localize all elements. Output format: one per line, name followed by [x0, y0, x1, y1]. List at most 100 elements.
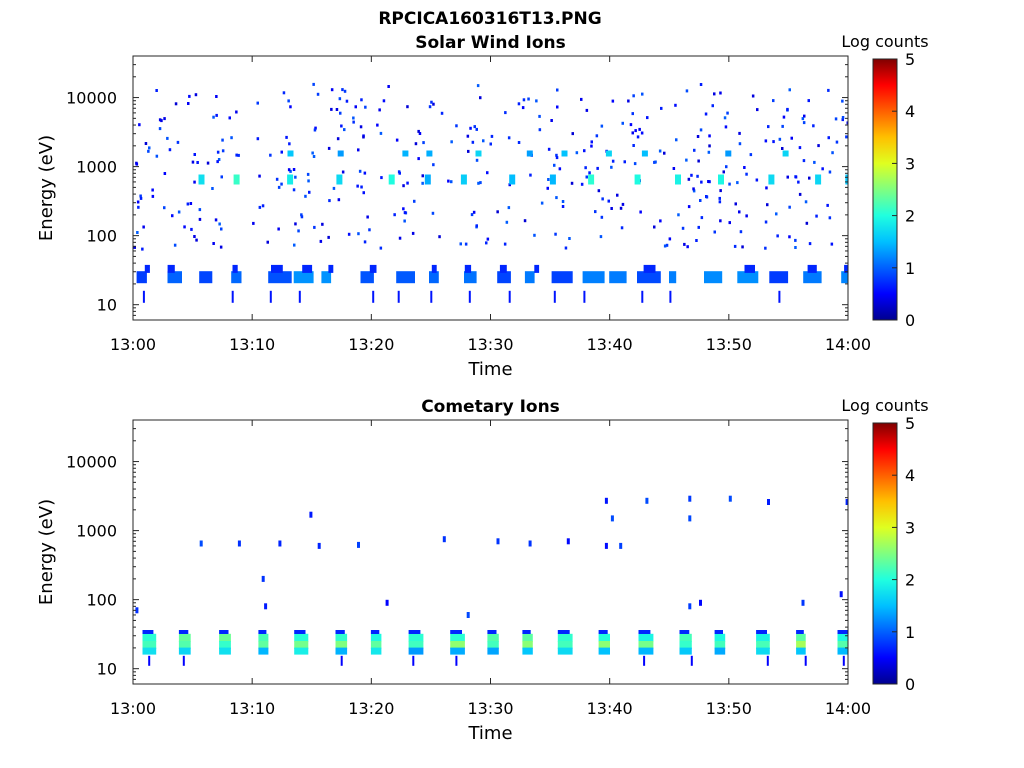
heatmap-cell — [845, 135, 848, 139]
heatmap-cell — [738, 131, 741, 135]
heatmap-cell — [595, 134, 599, 138]
heatmap-cell — [193, 180, 196, 184]
heatmap-cell — [288, 142, 291, 146]
heatmap-cell — [619, 206, 623, 210]
heatmap-cell — [594, 210, 597, 214]
heatmap-cell — [220, 227, 223, 231]
colorbar-label: Log counts — [841, 396, 928, 415]
heatmap-cell — [508, 290, 511, 303]
heatmap-cell — [306, 172, 310, 176]
heatmap-cell — [719, 91, 722, 95]
heatmap-cell — [627, 99, 630, 103]
heatmap-cell — [402, 207, 405, 211]
heatmap-cell — [808, 176, 811, 180]
heatmap-cell — [688, 495, 692, 502]
heatmap-cell — [801, 117, 805, 121]
x-tick-label: 14:00 — [825, 699, 871, 718]
heatmap-cell — [147, 149, 150, 153]
heatmap-cell — [403, 211, 407, 215]
heatmap-cell — [645, 497, 649, 504]
heatmap-cell — [827, 136, 830, 140]
heatmap-cell — [679, 647, 692, 655]
heatmap-cell — [198, 217, 202, 221]
heatmap-cell — [497, 271, 511, 284]
heatmap-cell — [166, 136, 169, 140]
heatmap-cell — [398, 236, 402, 240]
heatmap-cell — [547, 178, 550, 181]
heatmap-cell — [672, 167, 676, 170]
heatmap-cell — [540, 201, 544, 205]
heatmap-cell — [534, 264, 540, 273]
heatmap-cell — [233, 174, 240, 185]
y-tick-label: 10000 — [66, 453, 117, 472]
heatmap-cell — [551, 271, 573, 284]
heatmap-cell — [266, 240, 269, 244]
heatmap-cell — [764, 220, 768, 224]
heatmap-cell — [219, 647, 231, 655]
heatmap-cell — [135, 607, 139, 614]
heatmap-cell — [522, 630, 531, 634]
heatmap-cell — [790, 136, 793, 140]
heatmap-cell — [764, 246, 767, 250]
heatmap-cell — [725, 150, 732, 157]
heatmap-cell — [393, 213, 396, 217]
heatmap-cell — [632, 94, 635, 98]
heatmap-cell — [764, 139, 768, 143]
heatmap-cell — [357, 541, 360, 548]
heatmap-cell — [464, 242, 468, 246]
heatmap-cell — [215, 95, 218, 98]
colorbar-tick-label: 5 — [905, 414, 915, 433]
heatmap-cell — [368, 228, 371, 232]
heatmap-cell — [699, 83, 703, 86]
panel-title: Solar Wind Ions — [415, 33, 566, 53]
heatmap-cell — [398, 171, 401, 175]
heatmap-cell — [550, 119, 553, 122]
heatmap-cell — [294, 647, 309, 655]
heatmap-cell — [418, 132, 422, 135]
heatmap-cell — [450, 641, 465, 649]
heatmap-cell — [687, 177, 691, 181]
heatmap-cell — [707, 150, 711, 154]
x-tick-label: 13:40 — [587, 335, 633, 354]
heatmap-cell — [708, 144, 711, 148]
heatmap-cell — [738, 142, 742, 146]
heatmap-cell — [728, 221, 731, 225]
heatmap-cell — [549, 174, 556, 185]
heatmap-cell — [788, 88, 791, 92]
heatmap-cell — [182, 655, 185, 666]
heatmap-cell — [135, 162, 139, 166]
heatmap-cell — [556, 88, 559, 92]
heatmap-cell — [837, 647, 848, 655]
heatmap-cell — [796, 647, 806, 655]
heatmap-cell — [424, 174, 431, 185]
heatmap-cell — [714, 630, 723, 634]
heatmap-cells — [133, 82, 848, 303]
heatmap-cell — [728, 182, 731, 186]
heatmap-cell — [385, 599, 389, 606]
heatmap-cell — [688, 515, 692, 522]
heatmap-cell — [469, 126, 472, 130]
heatmap-cell — [643, 655, 646, 666]
heatmap-cell — [555, 156, 559, 160]
colorbar-tick-label: 0 — [905, 675, 915, 694]
heatmap-cell — [798, 146, 802, 150]
heatmap-cell — [580, 182, 584, 186]
heatmap-cell — [733, 244, 737, 248]
heatmap-cell — [479, 96, 482, 100]
heatmap-cell — [765, 186, 768, 190]
heatmap-cell — [533, 233, 536, 237]
heatmap-cell — [183, 225, 186, 229]
heatmap-cell — [237, 153, 240, 157]
heatmap-cell — [685, 158, 688, 162]
heatmap-cell — [475, 127, 478, 131]
heatmap-cell — [336, 174, 343, 185]
heatmap-cell — [804, 655, 807, 666]
heatmap-cell — [724, 125, 728, 129]
heatmap-cell — [553, 290, 556, 303]
heatmap-cell — [370, 647, 382, 655]
heatmap-cell — [675, 174, 681, 185]
heatmap-cell — [363, 171, 367, 175]
heatmap-cell — [155, 154, 159, 158]
heatmap-cell — [675, 138, 678, 142]
heatmap-cell — [660, 106, 663, 110]
